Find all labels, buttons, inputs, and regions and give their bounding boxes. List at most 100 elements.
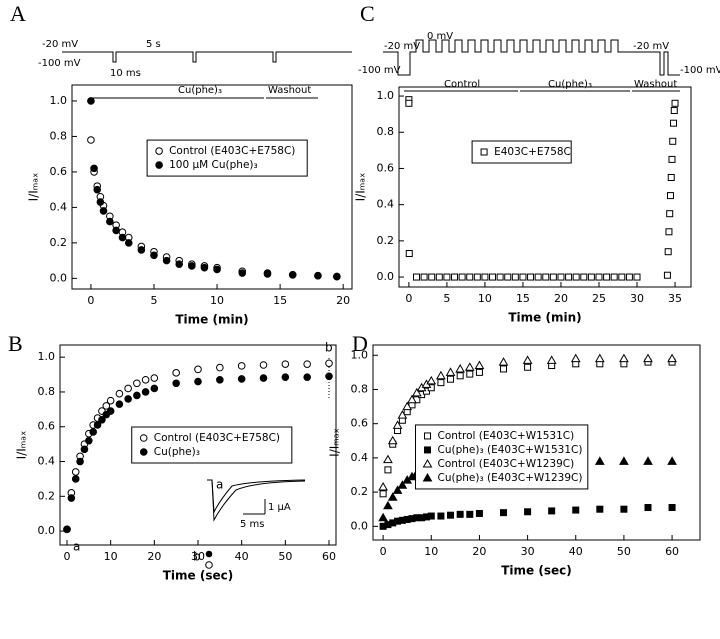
data-point (387, 435, 398, 445)
annotation: 10 ms (110, 68, 141, 79)
y-tick-label: 0.2 (377, 234, 395, 247)
x-tick-label: 0 (405, 292, 412, 305)
panel-label: B (8, 331, 23, 356)
data-point (216, 375, 224, 384)
data-point (405, 250, 413, 258)
data-point (619, 456, 629, 465)
data-point (664, 248, 672, 256)
data-point (474, 360, 485, 370)
panel-label: A (10, 1, 26, 26)
data-point (572, 506, 580, 514)
data-point (87, 97, 95, 105)
annotation: 0 mV (427, 31, 453, 42)
data-point (667, 456, 677, 465)
data-point (162, 256, 171, 265)
data-point (106, 396, 115, 405)
y-tick-label: 0.0 (50, 271, 68, 284)
data-point (667, 173, 675, 181)
data-point (595, 273, 603, 281)
legend-label: Control (E403C+E758C) (169, 145, 295, 157)
annotation: Washout (268, 85, 311, 96)
data-point (383, 500, 393, 510)
x-tick-label: 10 (210, 294, 224, 307)
x-tick-label: 5 (443, 292, 450, 305)
data-point (137, 246, 146, 254)
y-tick-label: 0.4 (38, 455, 56, 468)
legend-symbol (422, 472, 433, 482)
data-point (303, 360, 311, 368)
data-point (456, 510, 464, 518)
data-point (594, 353, 605, 363)
inset-symbol (205, 550, 213, 558)
legend-label: 100 µM Cu(phe)₃ (169, 159, 258, 171)
data-point (524, 363, 532, 371)
y-tick-label: 1.0 (377, 89, 395, 102)
data-point (426, 375, 437, 385)
data-point (281, 360, 290, 368)
annotation: 5 ms (240, 519, 265, 530)
data-point (124, 239, 133, 247)
data-point (314, 271, 322, 280)
data-point (671, 99, 679, 107)
protocol-c (383, 39, 680, 76)
data-point (118, 233, 127, 242)
data-point (668, 155, 676, 163)
y-tick-label: 0.2 (38, 489, 56, 502)
legend-label: Control (E403C+W1239C) (438, 458, 575, 470)
x-tick-label: 5 (150, 294, 157, 307)
y-tick-label: 0.8 (50, 129, 68, 142)
data-point (580, 273, 588, 281)
data-point (200, 263, 209, 272)
data-point (194, 377, 202, 386)
legend-symbol (424, 446, 432, 454)
data-point (96, 198, 105, 206)
data-point (133, 379, 141, 388)
data-point (489, 273, 497, 281)
data-point (333, 272, 341, 281)
x-tick-label: 50 (278, 550, 292, 563)
data-point (80, 445, 89, 454)
data-point (667, 353, 677, 363)
data-point (76, 457, 84, 466)
y-tick-label: 1.0 (38, 350, 56, 363)
x-tick-label: 0 (87, 294, 94, 307)
data-point (67, 494, 76, 502)
annotation: 5 s (146, 39, 161, 50)
legend-box (471, 140, 572, 164)
data-point (387, 492, 398, 501)
data-point (150, 251, 158, 260)
data-point (379, 490, 387, 498)
data-point (455, 363, 466, 373)
annotation: -100 mV (680, 65, 720, 76)
data-point (557, 273, 565, 281)
data-point (411, 387, 422, 397)
data-point (263, 270, 272, 278)
data-point (500, 365, 508, 373)
x-tick-label: 20 (472, 545, 486, 558)
x-tick-label: 15 (273, 294, 287, 307)
y-axis-label: I/Iₘₐₓ (27, 173, 41, 202)
y-tick-label: 0.8 (38, 385, 56, 398)
x-tick-label: 30 (630, 292, 644, 305)
data-point (259, 374, 268, 382)
data-point (481, 273, 489, 281)
data-point (643, 353, 653, 363)
x-tick-label: 50 (617, 545, 631, 558)
y-tick-label: 0.0 (377, 270, 395, 283)
data-point (93, 421, 102, 429)
x-tick-label: 0 (380, 545, 387, 558)
annotation: -20 mV (42, 39, 78, 50)
annotation: a (216, 478, 223, 492)
data-point (378, 512, 388, 522)
annotation: Cu(phe)₃ (178, 85, 222, 96)
data-point (428, 273, 436, 281)
x-tick-label: 35 (668, 292, 682, 305)
x-axis-label: Time (sec) (163, 569, 233, 583)
data-point (466, 273, 474, 281)
y-tick-label: 0.6 (50, 165, 68, 178)
x-tick-label: 20 (336, 294, 350, 307)
annotation: -100 mV (358, 65, 401, 76)
data-point (115, 400, 124, 408)
data-point (663, 271, 671, 279)
